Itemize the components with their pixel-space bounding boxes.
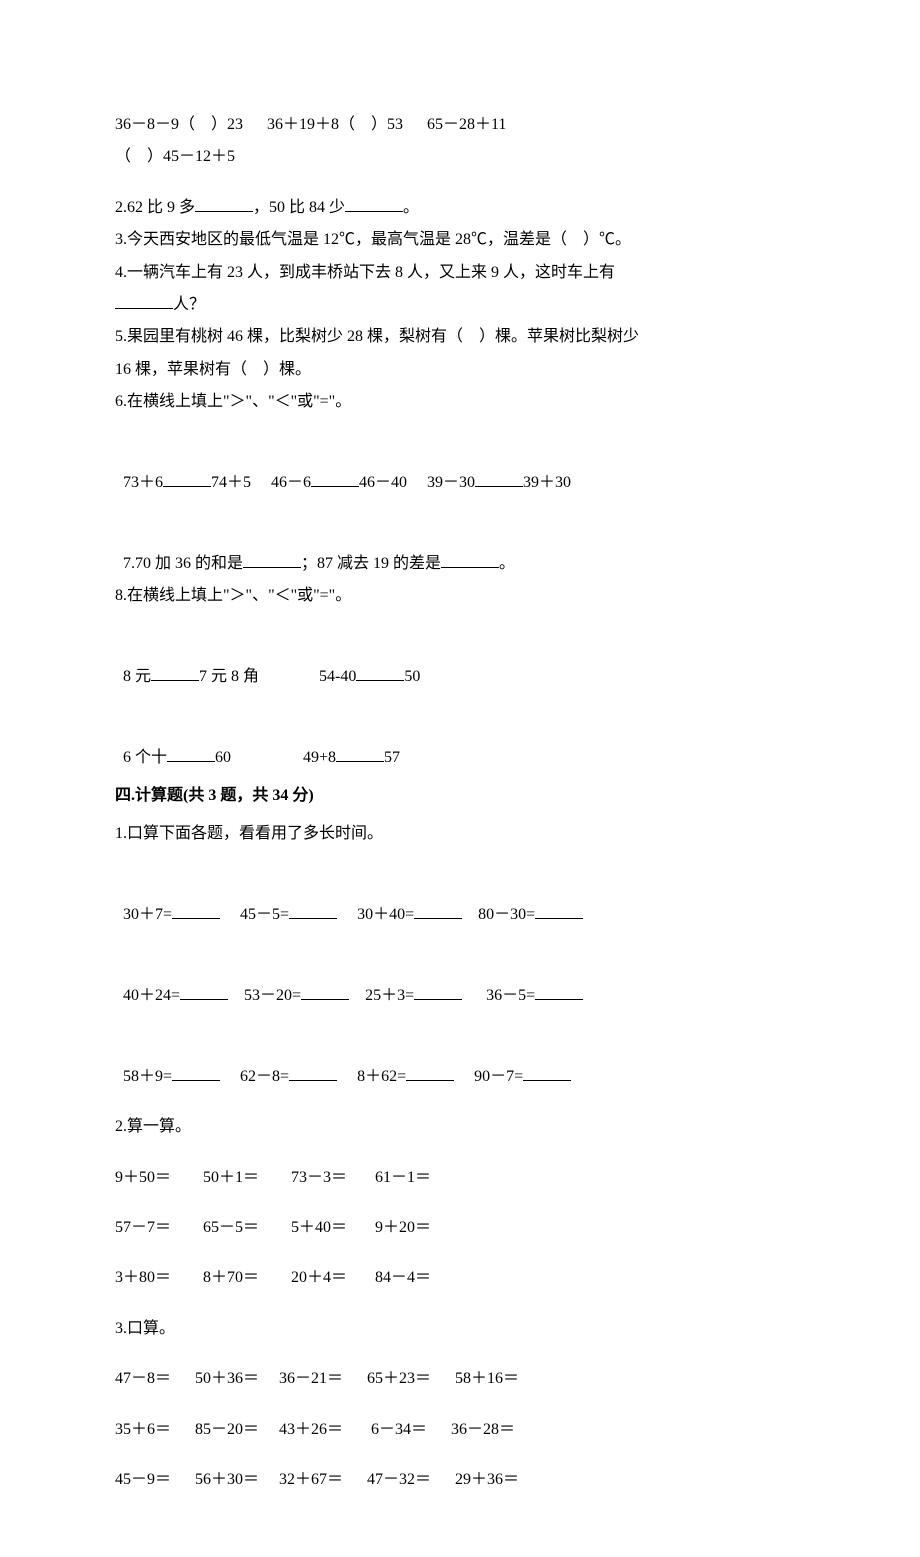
calc-q3-row-1: 35＋6＝ 85－20＝ 43＋26＝ 6－34＝ 36－28＝	[115, 1415, 805, 1445]
fill-q6-row: 73＋6 74＋5 46－6 46－40 39－30 39＋30	[115, 438, 805, 499]
q1r0b1	[172, 903, 220, 919]
calc-q2-row-2: 3＋80＝ 8＋70＝ 20＋4＝ 84－4＝	[115, 1263, 805, 1293]
q2-blank-1	[195, 196, 253, 212]
q1r1b: 53－20=	[228, 987, 301, 1004]
q1r2b1	[172, 1065, 220, 1081]
q1r1b3	[414, 984, 462, 1000]
q8-r2-c: 57	[384, 749, 400, 766]
q1r2b4	[523, 1065, 571, 1081]
q6-c: 46－40 39－30	[359, 474, 475, 491]
q2-prefix: 2.62 比 9 多	[115, 199, 195, 216]
fill-q5-l1: 5.果园里有桃树 46 棵，比梨树少 28 棵，梨树有（ ）棵。苹果树比梨树少	[115, 322, 805, 352]
q2-mid: ，50 比 84 少	[253, 199, 345, 216]
calc-q3-row-0: 47－8＝ 50＋36＝ 36－21＝ 65＋23＝ 58＋16＝	[115, 1364, 805, 1394]
q7-blank-2	[441, 552, 499, 568]
section-4-title: 四.计算题(共 3 题，共 34 分)	[115, 781, 805, 811]
q1r2c: 8＋62=	[337, 1068, 406, 1085]
q1r1b1	[180, 984, 228, 1000]
top-line-2: （ ）45－12＋5	[115, 142, 805, 172]
q1r2b: 62－8=	[220, 1068, 289, 1085]
q6-b: 74＋5 46－6	[211, 474, 311, 491]
q6-blank-3	[475, 471, 523, 487]
q8-r1-blank-2	[356, 665, 404, 681]
fill-q8: 8.在横线上填上"＞"、"＜"或"="。	[115, 581, 805, 611]
calc-q2-title: 2.算一算。	[115, 1112, 805, 1142]
fill-q2: 2.62 比 9 多 ，50 比 84 少 。	[115, 193, 805, 223]
q1r1b4	[535, 984, 583, 1000]
q1r0c: 30＋40=	[337, 906, 414, 923]
q1r0a: 30＋7=	[123, 906, 172, 923]
q8-r1-b: 7 元 8 角 54-40	[199, 668, 356, 685]
q8-r1-blank-1	[151, 665, 199, 681]
q6-d: 39＋30	[523, 474, 571, 491]
fill-q4-l2: 人？	[115, 290, 805, 320]
q1r1a: 40＋24=	[123, 987, 180, 1004]
q7-b: ；87 减去 19 的差是	[301, 555, 441, 572]
fill-q4-l1: 4.一辆汽车上有 23 人，到成丰桥站下去 8 人，又上来 9 人，这时车上有	[115, 258, 805, 288]
calc-q2-row-0: 9＋50＝ 50＋1＝ 73－3＝ 61－1＝	[115, 1163, 805, 1193]
q7-a: 7.70 加 36 的和是	[123, 555, 243, 572]
q6-blank-2	[311, 471, 359, 487]
q1r2b2	[289, 1065, 337, 1081]
q1r2d: 90－7=	[454, 1068, 523, 1085]
q1r2b3	[406, 1065, 454, 1081]
calc-q1-row-0: 30＋7= 45－5= 30＋40= 80－30=	[115, 870, 805, 931]
q4-blank	[115, 293, 173, 309]
calc-q3-row-2: 45－9＝ 56＋30＝ 32＋67＝ 47－32＝ 29＋36＝	[115, 1465, 805, 1495]
q1r1b2	[301, 984, 349, 1000]
q1r0b4	[535, 903, 583, 919]
q1r0b: 45－5=	[220, 906, 289, 923]
calc-q1-row-2: 58＋9= 62－8= 8＋62= 90－7=	[115, 1031, 805, 1092]
fill-q8-r2: 6 个十 60 49+8 57	[115, 712, 805, 773]
q4-suffix: 人？	[173, 296, 205, 313]
fill-q5-l2: 16 棵，苹果树有（ ）棵。	[115, 355, 805, 385]
q1r1c: 25＋3=	[349, 987, 414, 1004]
q6-a: 73＋6	[123, 474, 163, 491]
q1r2a: 58＋9=	[123, 1068, 172, 1085]
fill-q6: 6.在横线上填上"＞"、"＜"或"="。	[115, 387, 805, 417]
top-line-1: 36－8－9（ ）23 36＋19＋8（ ）53 65－28＋11	[115, 110, 805, 140]
q8-r2-a: 6 个十	[123, 749, 167, 766]
q8-r2-blank-1	[167, 746, 215, 762]
q8-r1-c: 50	[404, 668, 420, 685]
calc-q2-row-1: 57－7＝ 65－5＝ 5＋40＝ 9＋20＝	[115, 1213, 805, 1243]
fill-q7: 7.70 加 36 的和是 ；87 减去 19 的差是 。	[115, 518, 805, 579]
q1r0b3	[414, 903, 462, 919]
q6-blank-1	[163, 471, 211, 487]
q8-r2-blank-2	[336, 746, 384, 762]
q8-r1-a: 8 元	[123, 668, 151, 685]
q1r0d: 80－30=	[462, 906, 535, 923]
fill-q3: 3.今天西安地区的最低气温是 12℃，最高气温是 28℃，温差是（ ）℃。	[115, 225, 805, 255]
q2-suffix: 。	[403, 199, 419, 216]
q2-blank-2	[345, 196, 403, 212]
q7-c: 。	[499, 555, 515, 572]
q8-r2-b: 60 49+8	[215, 749, 336, 766]
calc-q1-title: 1.口算下面各题，看看用了多长时间。	[115, 819, 805, 849]
q1r1d: 36－5=	[462, 987, 535, 1004]
fill-q8-r1: 8 元 7 元 8 角 54-40 50	[115, 631, 805, 692]
q1r0b2	[289, 903, 337, 919]
q7-blank-1	[243, 552, 301, 568]
calc-q1-row-1: 40＋24= 53－20= 25＋3= 36－5=	[115, 951, 805, 1012]
calc-q3-title: 3.口算。	[115, 1314, 805, 1344]
